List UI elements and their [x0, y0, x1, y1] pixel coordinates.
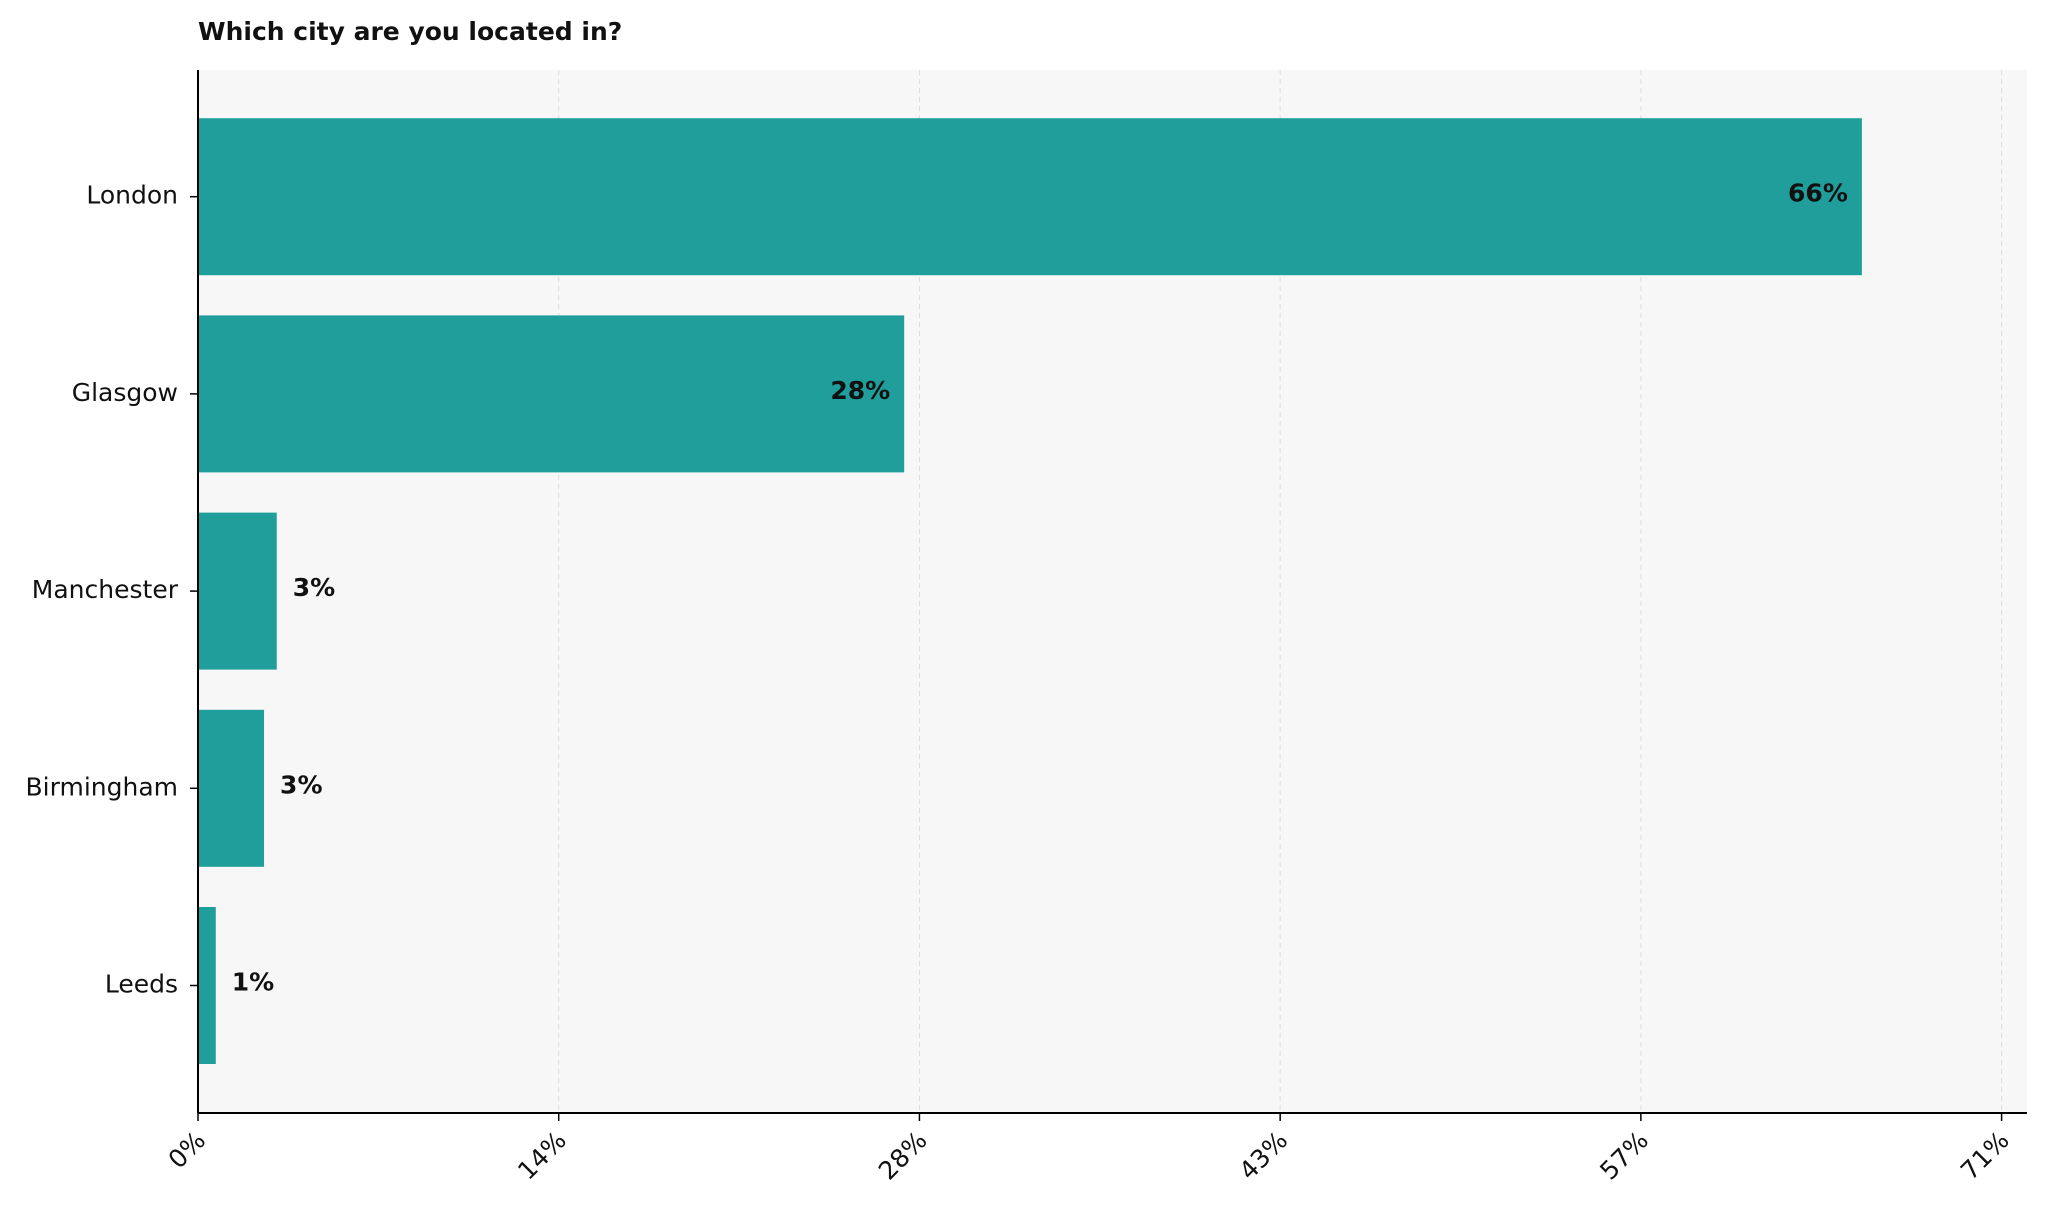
bar — [198, 907, 216, 1064]
y-tick-label: London — [86, 181, 178, 210]
y-tick-label: Manchester — [32, 575, 179, 604]
bar — [198, 315, 905, 473]
x-tick-label: 57% — [1594, 1126, 1654, 1186]
bar — [198, 512, 277, 670]
x-tick-label: 14% — [512, 1126, 572, 1186]
chart-title: Which city are you located in? — [198, 17, 622, 46]
x-tick-label: 0% — [163, 1126, 212, 1175]
y-tick-label: Birmingham — [26, 772, 178, 801]
bar — [198, 118, 1862, 276]
data-label: 66% — [1788, 179, 1848, 208]
data-label: 3% — [280, 770, 322, 799]
x-tick-label: 28% — [873, 1126, 933, 1186]
data-label: 3% — [293, 573, 335, 602]
x-tick-label: 43% — [1234, 1126, 1294, 1186]
data-label: 1% — [232, 968, 274, 997]
y-tick-label: Leeds — [105, 970, 178, 999]
y-tick-label: Glasgow — [72, 378, 178, 407]
x-tick-label: 71% — [1955, 1126, 2015, 1186]
data-label: 28% — [830, 376, 890, 405]
bar — [198, 709, 265, 867]
